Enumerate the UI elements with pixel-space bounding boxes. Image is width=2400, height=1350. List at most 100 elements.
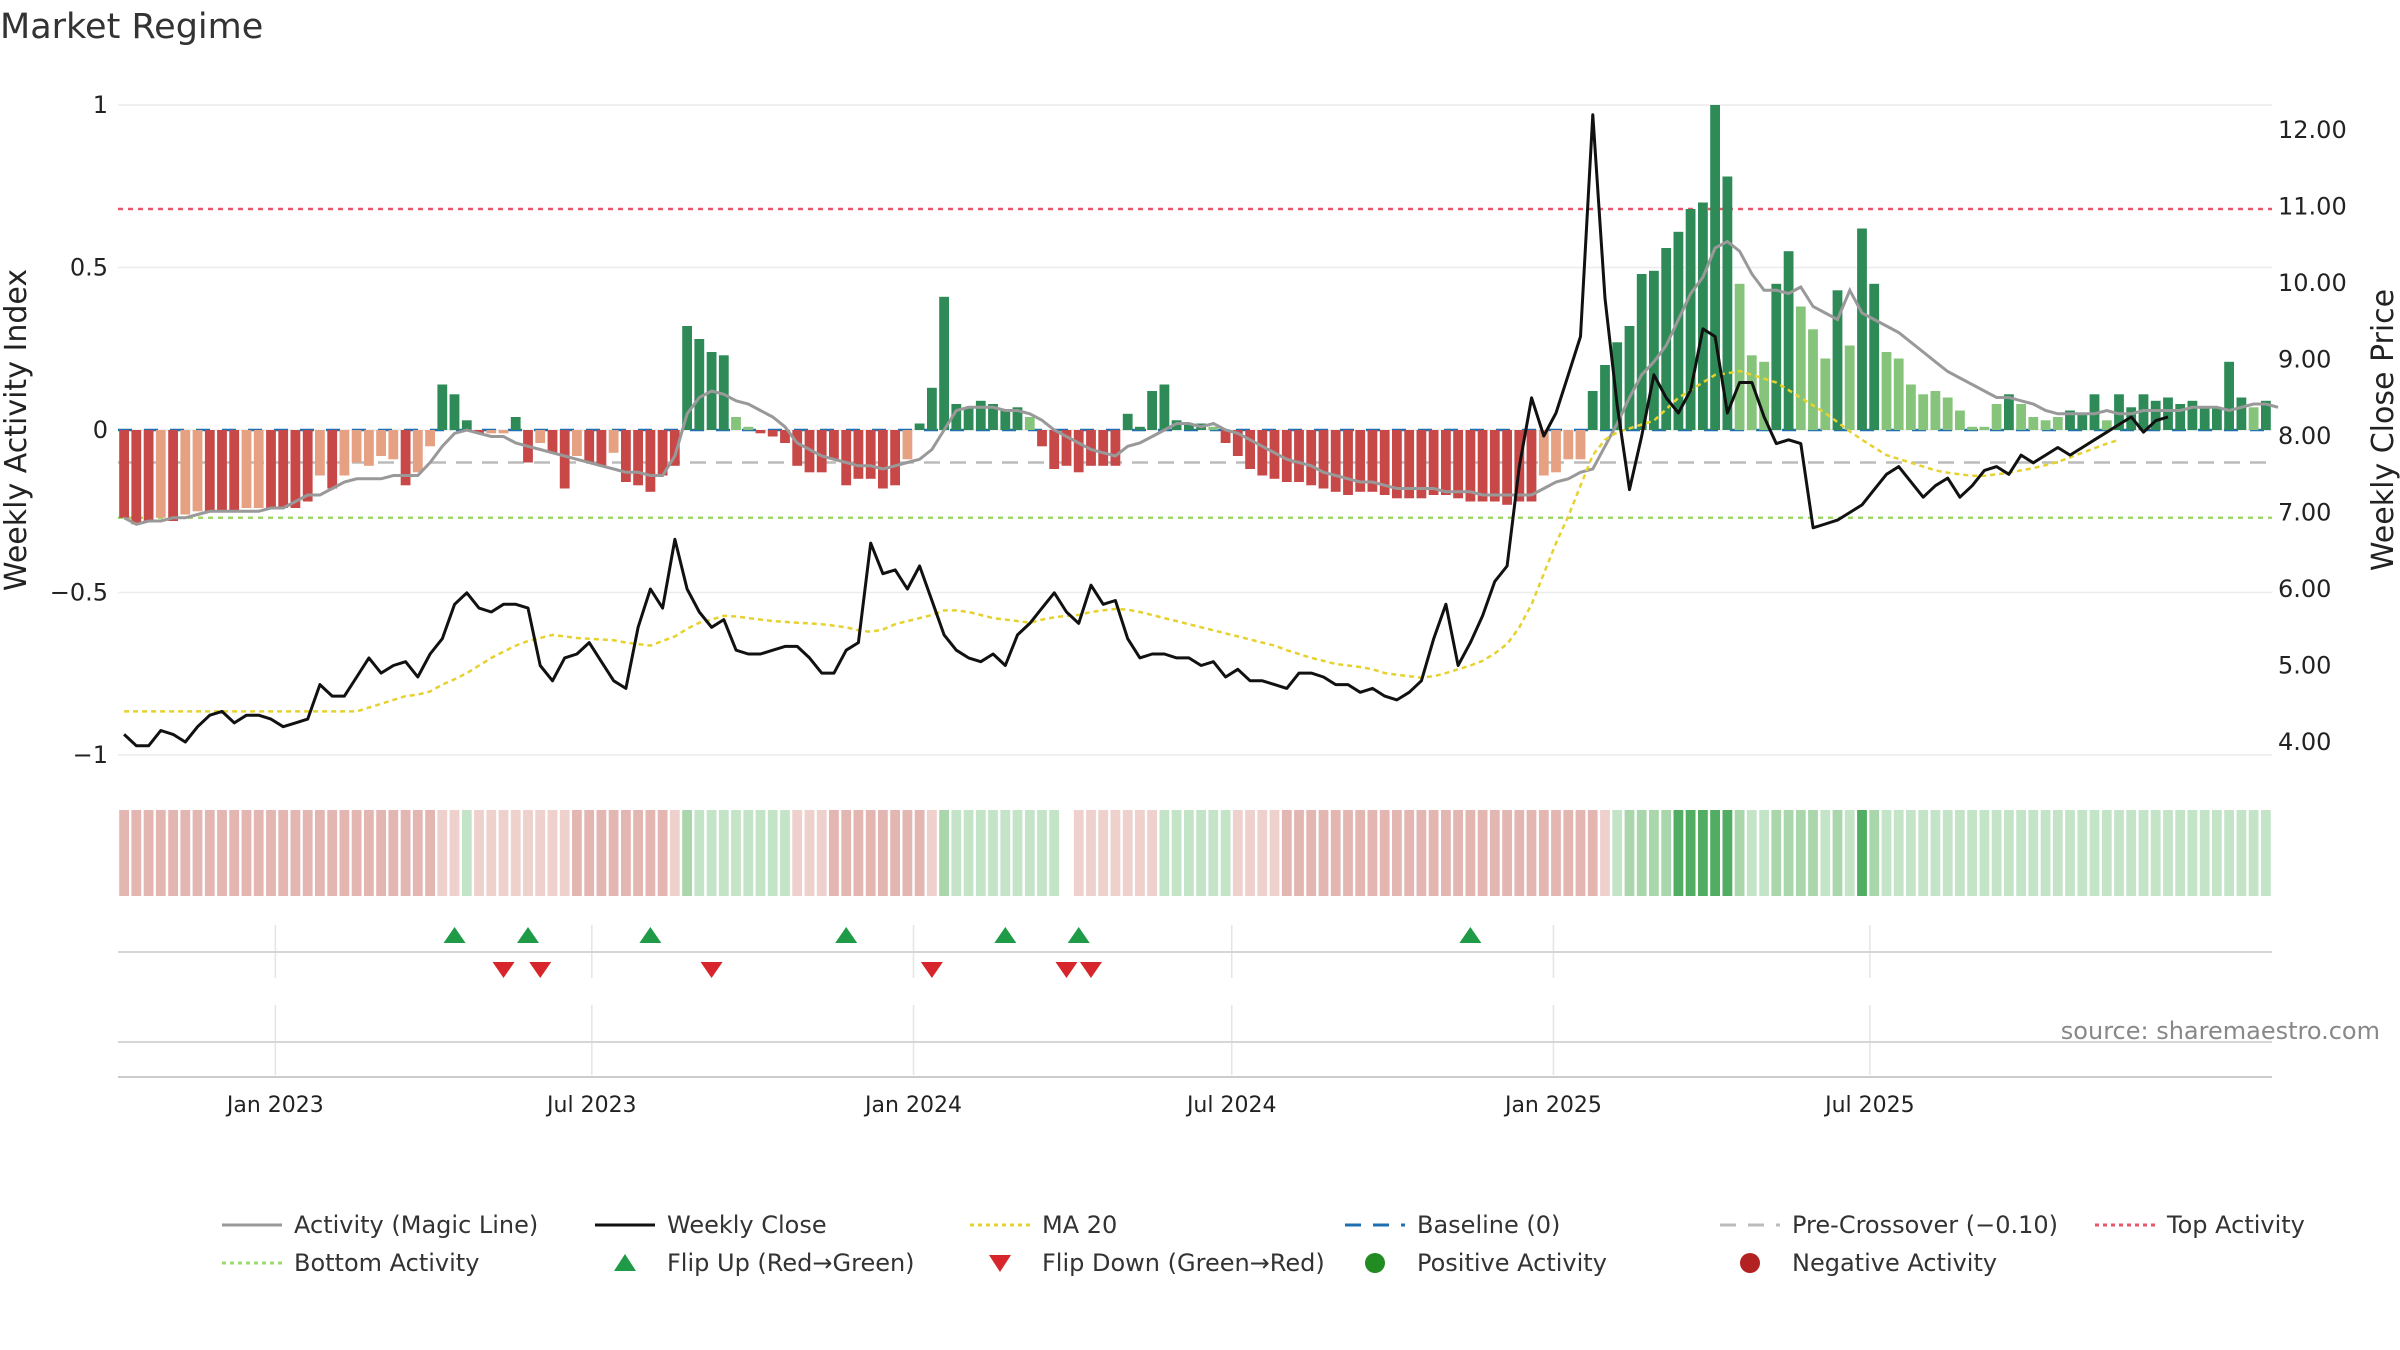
activity-bar xyxy=(2101,420,2112,431)
regime-strip-cell xyxy=(841,810,852,896)
activity-bar xyxy=(1343,430,1353,495)
legend-item: Negative Activity xyxy=(1740,1249,1997,1277)
regime-strip-cell xyxy=(1526,810,1537,896)
regime-strip-cell xyxy=(1196,810,1206,896)
activity-bar xyxy=(1061,430,1072,466)
regime-strip-cell xyxy=(829,810,839,896)
activity-bar xyxy=(767,430,778,437)
x-tick-label: Jul 2025 xyxy=(1823,1093,1915,1118)
legend-label: Top Activity xyxy=(2166,1211,2305,1239)
regime-strip-cell xyxy=(1245,810,1255,896)
activity-bar xyxy=(1098,430,1109,466)
x-tick-label: Jul 2023 xyxy=(545,1093,637,1118)
regime-strip-cell xyxy=(1636,810,1647,896)
regime-strip-cell xyxy=(2175,810,2186,896)
activity-bar xyxy=(1636,274,1647,430)
regime-strip-cell xyxy=(2187,810,2198,896)
legend-label: Bottom Activity xyxy=(294,1249,479,1277)
activity-bar xyxy=(1734,283,1745,431)
activity-bars xyxy=(119,105,2271,525)
regime-strip-cell xyxy=(1281,810,1292,896)
regime-strip-cell xyxy=(1538,810,1549,896)
regime-strip-cell xyxy=(302,810,313,896)
legend-item: Flip Down (Green→Red) xyxy=(989,1249,1325,1277)
activity-bar xyxy=(1502,430,1512,505)
activity-bar xyxy=(1624,326,1635,430)
activity-bar xyxy=(119,430,129,518)
activity-bar xyxy=(1955,410,1965,430)
activity-bar xyxy=(755,430,766,434)
regime-strip-cell xyxy=(1453,810,1463,896)
activity-bar xyxy=(535,430,546,443)
activity-bar xyxy=(1722,176,1733,430)
regime-strip-cell xyxy=(437,810,448,896)
regime-strip-cell xyxy=(572,810,582,896)
activity-bar xyxy=(1171,420,1182,431)
activity-bar xyxy=(1538,430,1549,476)
regime-strip-cell xyxy=(1049,810,1060,896)
activity-bar xyxy=(1441,430,1451,495)
regime-strip-cell xyxy=(2040,810,2051,896)
regime-strip-cell xyxy=(1122,810,1133,896)
regime-strip-cell xyxy=(143,810,154,896)
regime-strip-cell xyxy=(315,810,325,896)
regime-strip-cell xyxy=(180,810,191,896)
flip-up-marker xyxy=(639,927,662,943)
activity-bar xyxy=(131,430,142,525)
activity-bar xyxy=(1159,384,1170,430)
activity-bar xyxy=(1184,423,1194,430)
activity-bar xyxy=(168,430,178,521)
regime-strip-cell xyxy=(1820,810,1831,896)
right-tick-label: 7.00 xyxy=(2278,499,2331,527)
regime-strip-cell xyxy=(376,810,386,896)
regime-strip-cell xyxy=(608,810,619,896)
regime-strip-cell xyxy=(1502,810,1512,896)
activity-bar xyxy=(1428,430,1439,495)
activity-bar xyxy=(449,394,460,431)
regime-strip-cell xyxy=(510,810,521,896)
activity-bar xyxy=(1110,430,1121,466)
activity-bar xyxy=(1563,430,1574,460)
regime-strip-cell xyxy=(1918,810,1929,896)
regime-strip-cell xyxy=(1795,810,1806,896)
activity-bar xyxy=(155,430,166,518)
activity-bar xyxy=(584,430,595,463)
regime-strip-cell xyxy=(449,810,460,896)
activity-bar xyxy=(633,430,643,486)
regime-strip-cell xyxy=(1514,810,1525,896)
activity-bar xyxy=(1220,430,1231,443)
activity-bar xyxy=(2163,397,2173,430)
activity-bar xyxy=(1795,306,1806,430)
regime-strip-cell xyxy=(1392,810,1402,896)
regime-strip-cell xyxy=(1710,810,1720,896)
flip-down-marker xyxy=(1079,962,1102,978)
x-tick-label: Jan 2024 xyxy=(863,1093,962,1118)
regime-strip-cell xyxy=(1220,810,1231,896)
activity-bar xyxy=(621,430,631,482)
regime-strip-cell xyxy=(1012,810,1023,896)
activity-bar xyxy=(1453,430,1463,499)
activity-bar xyxy=(963,407,974,431)
regime-strip-cell xyxy=(1942,810,1953,896)
left-axis-title: Weekly Activity Index xyxy=(0,269,34,591)
activity-bar xyxy=(412,430,423,473)
activity-bar xyxy=(498,430,509,434)
regime-strip-cell xyxy=(1685,810,1696,896)
regime-strip-cell xyxy=(1208,810,1219,896)
regime-strip-cell xyxy=(1563,810,1574,896)
activity-bar xyxy=(559,430,570,489)
legend-item: Positive Activity xyxy=(1365,1249,1607,1277)
regime-strip-cell xyxy=(2261,810,2271,896)
regime-strip-cell xyxy=(963,810,974,896)
legend-swatch xyxy=(989,1255,1011,1272)
legend-item: Baseline (0) xyxy=(1345,1211,1560,1239)
regime-strip-cell xyxy=(1575,810,1586,896)
regime-strip-cell xyxy=(1844,810,1855,896)
regime-strip-cell xyxy=(119,810,129,896)
regime-strip-cell xyxy=(633,810,643,896)
regime-strip-cell xyxy=(1808,810,1818,896)
activity-bar xyxy=(1281,430,1292,482)
right-tick-label: 8.00 xyxy=(2278,422,2331,450)
regime-strip-cell xyxy=(890,810,900,896)
left-tick-label: 0.5 xyxy=(70,254,108,282)
